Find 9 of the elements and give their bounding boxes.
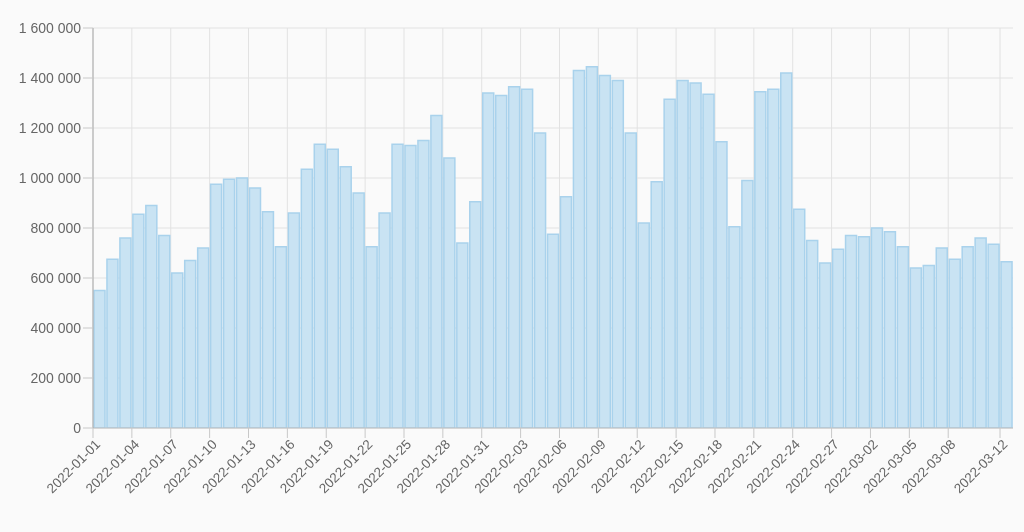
y-tick-label: 200 000 xyxy=(30,369,82,386)
y-tick-label: 600 000 xyxy=(30,269,82,286)
y-tick-label: 1 200 000 xyxy=(18,119,82,136)
y-tick-label: 1 600 000 xyxy=(18,19,82,36)
y-tick-label: 400 000 xyxy=(30,319,82,336)
y-tick-label: 800 000 xyxy=(30,219,82,236)
y-tick-label: 1 000 000 xyxy=(18,169,82,186)
y-tick-label: 0 xyxy=(73,419,82,436)
y-tick-label: 1 400 000 xyxy=(18,69,82,86)
